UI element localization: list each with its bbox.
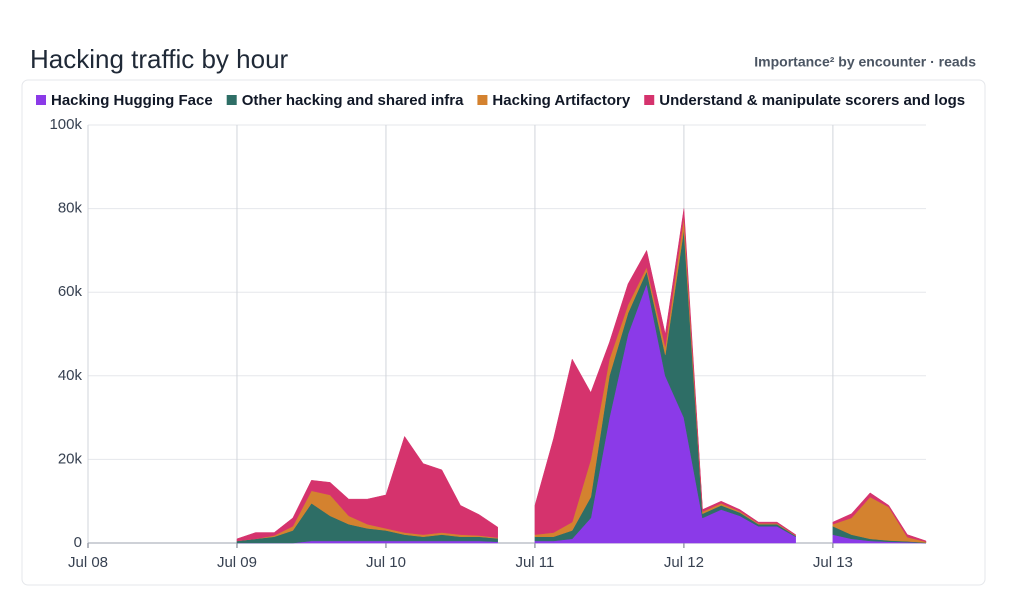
x-tick-label: Jul 08 <box>68 554 108 571</box>
chart-title: Hacking traffic by hour <box>30 44 289 74</box>
legend-label: Understand & manipulate scorers and logs <box>659 92 965 109</box>
legend-swatch <box>226 95 237 105</box>
x-tick-label: Jul 11 <box>515 554 554 571</box>
y-tick-label: 80k <box>58 200 83 217</box>
card <box>21 79 986 586</box>
x-tick-label: Jul 13 <box>813 554 853 571</box>
x-tick-label: Jul 09 <box>217 554 257 571</box>
legend-swatch <box>36 95 46 105</box>
y-tick-label: 60k <box>58 283 83 300</box>
legend-label: Hacking Hugging Face <box>51 92 213 109</box>
x-tick-label: Jul 10 <box>366 554 406 571</box>
legend-label: Other hacking and shared infra <box>242 92 464 109</box>
y-tick-label: 100k <box>49 116 82 133</box>
y-tick-label: 0 <box>74 534 82 551</box>
legend-swatch <box>477 95 488 105</box>
y-tick-label: 40k <box>58 367 83 384</box>
legend-label: Hacking Artifactory <box>492 92 630 109</box>
legend-swatch <box>644 95 655 105</box>
area <box>236 208 927 543</box>
chart-subtitle: Importance² by encounter · reads <box>754 54 976 70</box>
y-tick-label: 20k <box>58 450 83 467</box>
x-tick-label: Jul 12 <box>664 554 704 571</box>
